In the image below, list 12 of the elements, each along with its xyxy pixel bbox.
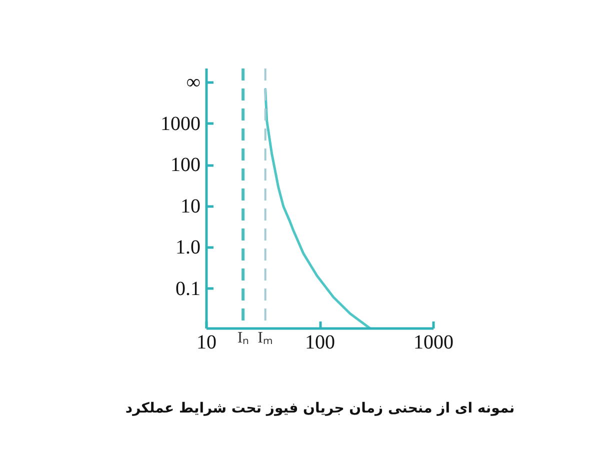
x-tick-label: 10 (196, 332, 216, 354)
y-tick-label: 1000 (160, 112, 200, 135)
y-tick-label: 0.1 (176, 278, 200, 300)
y-tick-label: ∞ (186, 72, 201, 94)
x-tick-label: 100 (305, 332, 335, 354)
ref-line-label: Iₘ (258, 330, 274, 346)
text: نمونه ای از منحنی زمان جریان فیوز تحت شرایط عملکرد (125, 400, 515, 416)
y-tick-label: 100 (170, 154, 200, 176)
y-tick-label: 10 (180, 195, 200, 218)
x-tick-label: 1000 (414, 332, 454, 354)
y-tick-label: 1.0 (176, 236, 200, 259)
ref-line-label: Iₙ (237, 330, 249, 346)
